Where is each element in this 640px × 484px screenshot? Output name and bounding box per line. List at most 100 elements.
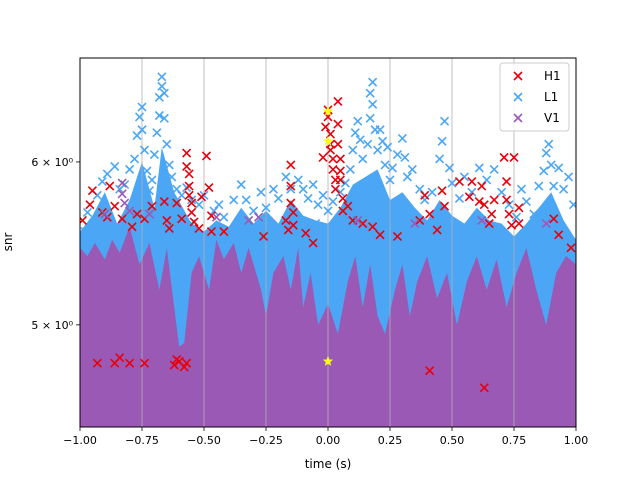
h1-marker-67 bbox=[415, 215, 425, 225]
v1-marker-9 bbox=[353, 215, 363, 225]
l1-marker-91-stroke-b bbox=[467, 187, 477, 197]
h1-marker-83 bbox=[501, 176, 512, 187]
l1-marker-44 bbox=[273, 193, 283, 203]
l1-marker-12 bbox=[137, 125, 147, 135]
h1-marker-75-stroke-b bbox=[467, 176, 477, 187]
l1-marker-58-stroke-b bbox=[348, 145, 358, 155]
h1-marker-6-stroke-b bbox=[110, 201, 120, 211]
h1-marker-32 bbox=[258, 231, 269, 242]
l1-marker-95-stroke-b bbox=[497, 187, 507, 197]
l1-marker-23 bbox=[159, 88, 169, 98]
h1-marker-76-stroke-b bbox=[474, 196, 484, 207]
l1-marker-88-stroke-b bbox=[447, 178, 457, 188]
v1-marker-1 bbox=[117, 189, 127, 199]
l1-marker-47-stroke-b bbox=[293, 175, 303, 185]
h1-marker-98-stroke-b bbox=[169, 360, 179, 370]
l1-marker-102-stroke-b bbox=[539, 166, 549, 176]
h1-marker-9-stroke-b bbox=[132, 209, 142, 219]
event-marker-2 bbox=[322, 355, 334, 366]
l1-marker-98 bbox=[516, 184, 527, 194]
l1-marker-61-stroke-b bbox=[355, 135, 365, 145]
h1-marker-25-stroke-b bbox=[194, 223, 204, 233]
l1-marker-74 bbox=[385, 175, 395, 185]
l1-marker-72-stroke-b bbox=[380, 160, 390, 170]
l1-marker-42-stroke-b bbox=[261, 203, 271, 213]
l1-marker-89-stroke-b bbox=[454, 193, 465, 203]
y-tick-label-1: 6 × 10⁰ bbox=[31, 156, 73, 169]
legend: H1 L1 V1 bbox=[499, 62, 570, 132]
l1-marker-123 bbox=[459, 235, 469, 245]
event-marker-1 bbox=[322, 135, 334, 146]
l1-marker-41 bbox=[256, 187, 266, 197]
l1-marker-34-stroke-b bbox=[209, 206, 219, 216]
x-tick-label-2: −0.50 bbox=[187, 434, 221, 447]
l1-marker-40 bbox=[249, 206, 259, 216]
l1-marker-39 bbox=[241, 195, 251, 205]
l1-marker-107-stroke-b bbox=[554, 163, 564, 173]
h1-marker-79-stroke-b bbox=[484, 219, 494, 229]
l1-marker-50-stroke-b bbox=[308, 179, 318, 190]
l1-marker-101 bbox=[534, 181, 544, 191]
l1-marker-83 bbox=[427, 187, 437, 197]
l1-marker-72 bbox=[380, 160, 390, 170]
l1-marker-17-stroke-b bbox=[149, 149, 159, 160]
l1-marker-59-stroke-b bbox=[350, 128, 360, 138]
l1-marker-14 bbox=[142, 166, 152, 176]
l1-marker-65-stroke-b bbox=[365, 88, 375, 98]
v1-marker-2-stroke-b bbox=[120, 198, 130, 208]
h1-marker-33 bbox=[281, 215, 291, 225]
l1-marker-14-stroke-b bbox=[142, 166, 152, 176]
l1-marker-29-stroke-b bbox=[177, 190, 187, 200]
l1-marker-43-stroke-b bbox=[268, 184, 279, 194]
l1-marker-61 bbox=[355, 135, 365, 145]
l1-marker-111-stroke-b bbox=[100, 222, 110, 232]
h1-marker-85-stroke-b bbox=[504, 209, 514, 219]
h1-marker-11 bbox=[147, 201, 157, 211]
h1-marker-37 bbox=[286, 198, 296, 208]
v1-marker-12-stroke-b bbox=[541, 219, 551, 229]
h1-marker-57-stroke-b bbox=[335, 166, 345, 176]
l1-marker-37-stroke-b bbox=[229, 195, 239, 205]
l1-marker-35-stroke-b bbox=[214, 200, 224, 210]
h1-marker-69-stroke-b bbox=[425, 209, 435, 219]
l1-marker-94 bbox=[489, 164, 499, 174]
h1-marker-0-stroke-b bbox=[80, 215, 88, 225]
l1-marker-36-stroke-b bbox=[219, 212, 229, 222]
h1-marker-18 bbox=[182, 148, 192, 158]
h1-marker-30-stroke-b bbox=[206, 227, 217, 237]
h1-marker-66 bbox=[392, 231, 403, 242]
l1-marker-105 bbox=[546, 160, 556, 170]
l1-marker-92 bbox=[474, 163, 484, 173]
h1-marker-69 bbox=[425, 209, 435, 219]
l1-marker-78-stroke-b bbox=[400, 152, 410, 163]
h1-marker-66-stroke-b bbox=[392, 231, 403, 242]
l1-marker-7-stroke-b bbox=[125, 164, 135, 174]
l1-marker-110-stroke-b bbox=[568, 201, 576, 210]
h1-marker-35 bbox=[286, 160, 296, 170]
l1-marker-60-stroke-b bbox=[353, 116, 363, 126]
l1-marker-11-stroke-b bbox=[137, 102, 147, 112]
h1-marker-92 bbox=[566, 243, 576, 253]
l1-marker-109 bbox=[563, 172, 574, 182]
l1-marker-69-stroke-b bbox=[373, 145, 383, 155]
h1-marker-55 bbox=[333, 139, 343, 149]
h1-marker-41 bbox=[308, 238, 318, 248]
h1-marker-79 bbox=[484, 219, 494, 229]
l1-marker-81-stroke-b bbox=[415, 184, 425, 194]
l1-marker-123-stroke-b bbox=[459, 235, 469, 245]
h1-marker-48-stroke-b bbox=[325, 145, 336, 155]
l1-marker-44-stroke-b bbox=[273, 193, 283, 203]
v1-marker-8 bbox=[253, 212, 264, 222]
l1-marker-53-stroke-b bbox=[323, 206, 333, 216]
l1-marker-12-stroke-b bbox=[137, 125, 147, 135]
h1-marker-22 bbox=[187, 198, 197, 208]
h1-marker-20 bbox=[184, 181, 194, 191]
l1-marker-77 bbox=[397, 133, 407, 143]
l1-marker-27-stroke-b bbox=[167, 172, 177, 182]
l1-marker-97-stroke-b bbox=[511, 212, 522, 222]
l1-marker-100-stroke-b bbox=[529, 209, 539, 219]
h1-marker-31 bbox=[219, 227, 229, 237]
h1-marker-9 bbox=[132, 209, 142, 219]
v1-marker-5-stroke-b bbox=[144, 209, 155, 219]
h1-marker-80 bbox=[487, 209, 497, 219]
